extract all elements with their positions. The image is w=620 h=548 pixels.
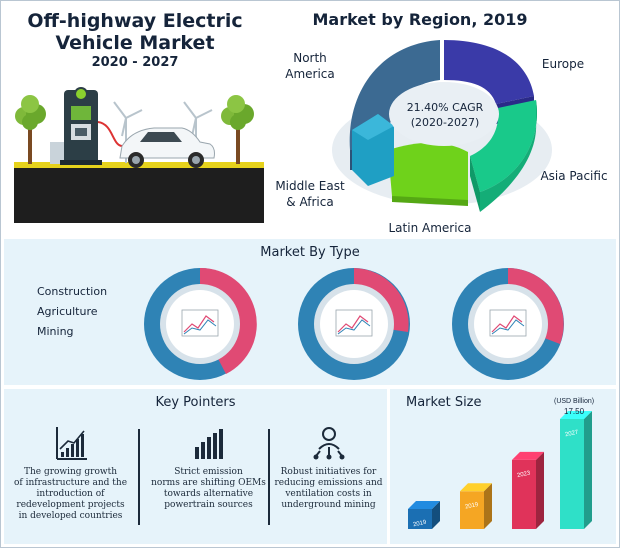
network-person-icon [313,427,344,460]
type-item-mining: Mining [37,325,74,338]
market-size-bar-year-label: 2023 [517,470,532,479]
kp1-line2: of infrastructure and the [13,478,128,488]
region-donut-chart [332,40,552,212]
slice-asia-pacific [470,100,537,192]
kp2-line4: powertrain sources [164,500,253,510]
market-size-title: Market Size [406,395,482,410]
mini-chart-icon [489,309,527,337]
slice-europe [444,40,534,104]
forecast-years: 2020 - 2027 [91,55,179,70]
market-size-bar-2021: 2019 [460,483,492,529]
title-line-1: Off-highway Electric [27,10,243,32]
region-label-europe: Europe [541,57,585,71]
key-pointer-2-text: Strict emission norms are shifting OEMs … [146,467,271,511]
key-pointers-title: Key Pointers [155,395,236,410]
key-pointer-3: Robust initiatives for reducing emission… [266,425,391,511]
market-size-bar-2019: 2019 [408,501,440,529]
mini-chart-icon [181,309,219,337]
region-label-north-america-line1: North [293,51,327,65]
type-item-construction: Construction [37,285,108,298]
mini-chart-icon [335,309,373,337]
ev-charging-scene-illustration [14,87,264,223]
kp1-line4: redevelopment projects [16,500,125,510]
type-item-agriculture: Agriculture [37,305,98,318]
bar-chart-icon [194,429,223,459]
kp2-line1: Strict emission [174,467,243,477]
region-label-middle-east-africa: Middle East & Africa [270,178,350,210]
key-pointer-1-text: The growing growth of infrastructure and… [8,467,133,522]
region-label-latin-america: Latin America [388,221,472,235]
market-size-bar-year-label: 2027 [565,430,580,439]
slice-latin-america [388,142,468,205]
kp3-line1: Robust initiatives for [280,467,377,477]
market-size-unit: (USD Billion) [554,398,595,405]
market-by-region-section: Market by Region, 2019 21.40% CAGR (2020… [270,0,620,236]
market-size-bar-year-label: 2019 [413,520,428,529]
market-size-value-label: 17.50 [564,407,585,416]
kp1-line1: The growing growth [23,467,118,477]
kp2-line2: norms are shifting OEMs [151,478,266,488]
type-gauge-mining [452,268,564,380]
region-label-north-america: North America [280,50,340,82]
market-size-bar-year-label: 2019 [465,502,480,511]
region-chart-title: Market by Region, 2019 [312,10,528,29]
kp1-line5: in developed countries [18,511,123,521]
type-gauge-construction [144,267,257,380]
key-pointers-panel: Key Pointers The growing growth of infra… [4,389,387,544]
page-title: Off-highway Electric Vehicle Market [0,10,270,54]
region-label-mea-line2: & Africa [286,195,334,209]
market-size-bar-chart: 2019 2019 2023 2027 [408,411,592,529]
kp3-line4: underground mining [281,500,376,510]
type-gauge-agriculture [298,268,410,380]
market-size-panel: 2019 2019 2023 2027 Market Size (USD Billio… [390,389,616,544]
kp3-line2: reducing emissions and [274,478,383,488]
cagr-value: 21.40% CAGR [406,101,484,114]
kp1-line3: introduction of [36,489,105,499]
market-size-bar-2027: 2027 [560,411,592,529]
key-pointer-divider [268,429,270,525]
key-pointer-3-text: Robust initiatives for reducing emission… [266,467,391,511]
market-by-type-panel: Market By Type Construction Agriculture … [4,239,616,385]
kp3-line3: ventilation costs in [285,489,372,499]
growth-chart-icon [55,427,87,460]
region-label-asia-pacific: Asia Pacific [540,169,608,183]
market-size-bar-2023: 2023 [512,451,544,529]
type-panel-title: Market By Type [260,245,360,260]
key-pointer-divider [138,429,140,525]
kp2-line3: towards alternative [163,489,254,499]
key-pointer-2: Strict emission norms are shifting OEMs … [146,425,271,511]
cagr-period: (2020-2027) [410,116,480,129]
title-line-2: Vehicle Market [55,32,215,54]
key-pointer-1: The growing growth of infrastructure and… [8,425,133,522]
region-label-north-america-line2: America [285,67,335,81]
region-label-mea-line1: Middle East [275,179,345,193]
hero-section: Off-highway Electric Vehicle Market 2020… [0,0,270,236]
cagr-label: 21.40% CAGR (2020-2027) [390,100,500,130]
